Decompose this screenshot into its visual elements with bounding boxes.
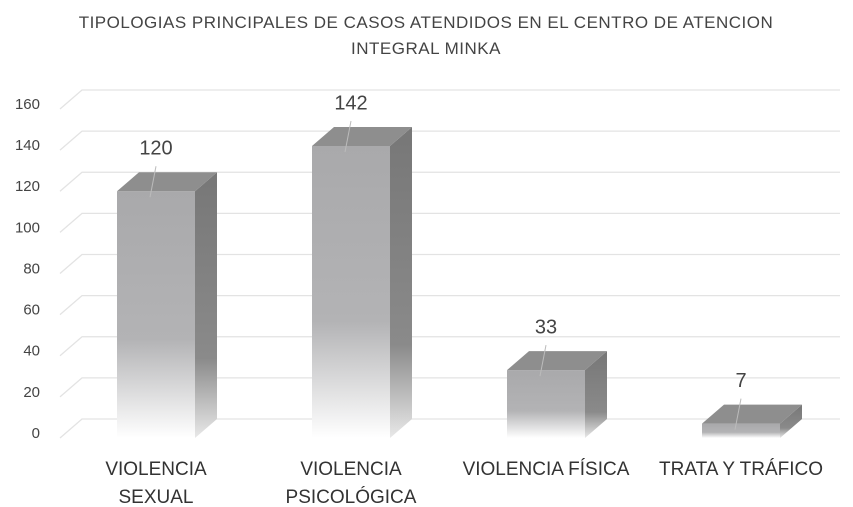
bar-front bbox=[117, 191, 195, 438]
y-tick-label: 40 bbox=[23, 343, 40, 360]
y-tick-label: 80 bbox=[23, 260, 40, 277]
grid-line bbox=[59, 253, 840, 274]
bar-top bbox=[312, 127, 412, 147]
data-label: 7 bbox=[735, 370, 746, 392]
y-tick-label: 120 bbox=[15, 178, 40, 195]
bar-side bbox=[585, 351, 607, 438]
bar bbox=[507, 351, 607, 438]
grid-line bbox=[59, 336, 840, 357]
bar-side bbox=[390, 127, 412, 438]
x-tick-label: VIOLENCIA SEXUAL bbox=[105, 459, 207, 507]
bar bbox=[702, 404, 802, 438]
grid-line bbox=[59, 89, 840, 110]
bar-front bbox=[702, 423, 780, 438]
bar-side bbox=[780, 404, 802, 438]
bar-top bbox=[117, 172, 217, 192]
y-tick-label: 160 bbox=[15, 96, 40, 113]
grid-line bbox=[59, 294, 840, 316]
bar bbox=[117, 172, 217, 438]
leader-line bbox=[539, 345, 547, 377]
data-label: 120 bbox=[139, 138, 172, 160]
y-tick-label: 100 bbox=[15, 219, 40, 236]
x-tick-label: VIOLENCIA FÍSICA bbox=[462, 459, 630, 480]
bar-top bbox=[702, 404, 802, 424]
leader-line bbox=[344, 120, 352, 153]
bar-top bbox=[507, 351, 607, 371]
leader-line bbox=[149, 166, 157, 198]
y-tick-label: 140 bbox=[15, 137, 40, 154]
grid-line bbox=[59, 212, 840, 233]
data-label: 33 bbox=[535, 316, 557, 338]
bar bbox=[312, 127, 412, 438]
bar-side bbox=[195, 172, 217, 438]
data-label: 142 bbox=[334, 92, 367, 114]
leader-line bbox=[734, 398, 742, 430]
x-tick-label: TRATA Y TRÁFICO bbox=[659, 459, 823, 480]
y-tick-label: 20 bbox=[23, 384, 40, 401]
bar-front bbox=[507, 370, 585, 438]
grid-line bbox=[59, 171, 840, 192]
y-tick-label: 0 bbox=[32, 425, 40, 442]
bar-front bbox=[312, 146, 390, 438]
grid-line bbox=[59, 130, 840, 151]
chart-title: TIPOLOGIAS PRINCIPALES DE CASOS ATENDIDO… bbox=[78, 13, 774, 58]
y-tick-label: 60 bbox=[23, 302, 40, 319]
x-tick-label: VIOLENCIA PSICOLÓGICA bbox=[285, 459, 417, 507]
